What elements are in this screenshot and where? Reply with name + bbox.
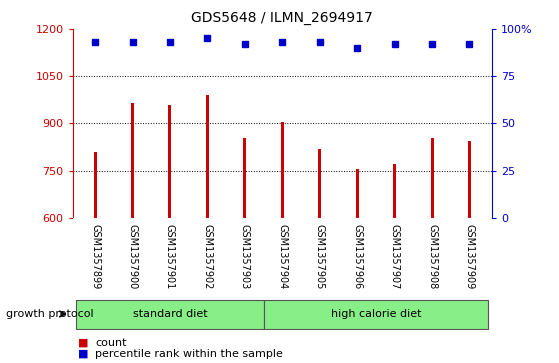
Bar (393, 164, 396, 218)
Text: count: count (95, 338, 126, 348)
Bar (468, 141, 471, 218)
Text: GSM1357900: GSM1357900 (127, 224, 138, 289)
Bar (77, 300, 264, 329)
Bar (243, 138, 247, 218)
Bar (168, 105, 172, 218)
Bar (94, 152, 97, 218)
Text: GSM1357899: GSM1357899 (90, 224, 100, 289)
Bar (318, 148, 321, 218)
Text: GSM1357905: GSM1357905 (315, 224, 325, 290)
Text: GSM1357903: GSM1357903 (240, 224, 250, 289)
Text: standard diet: standard diet (132, 309, 207, 319)
Title: GDS5648 / ILMN_2694917: GDS5648 / ILMN_2694917 (191, 11, 373, 25)
Text: GSM1357906: GSM1357906 (352, 224, 362, 289)
Text: growth protocol: growth protocol (6, 309, 93, 319)
Text: GSM1357902: GSM1357902 (202, 224, 212, 290)
Text: GSM1357907: GSM1357907 (390, 224, 400, 290)
Bar (281, 122, 284, 218)
Text: GSM1357908: GSM1357908 (427, 224, 437, 289)
Text: ■: ■ (78, 338, 89, 348)
Text: percentile rank within the sample: percentile rank within the sample (95, 349, 283, 359)
Text: GSM1357904: GSM1357904 (277, 224, 287, 289)
Bar (356, 169, 359, 218)
Text: ■: ■ (78, 349, 89, 359)
Text: high calorie diet: high calorie diet (330, 309, 421, 319)
Text: GSM1357901: GSM1357901 (165, 224, 175, 289)
Bar (131, 103, 134, 218)
Bar (264, 300, 488, 329)
Text: GSM1357909: GSM1357909 (465, 224, 475, 289)
Bar (430, 138, 434, 218)
Bar (206, 95, 209, 218)
